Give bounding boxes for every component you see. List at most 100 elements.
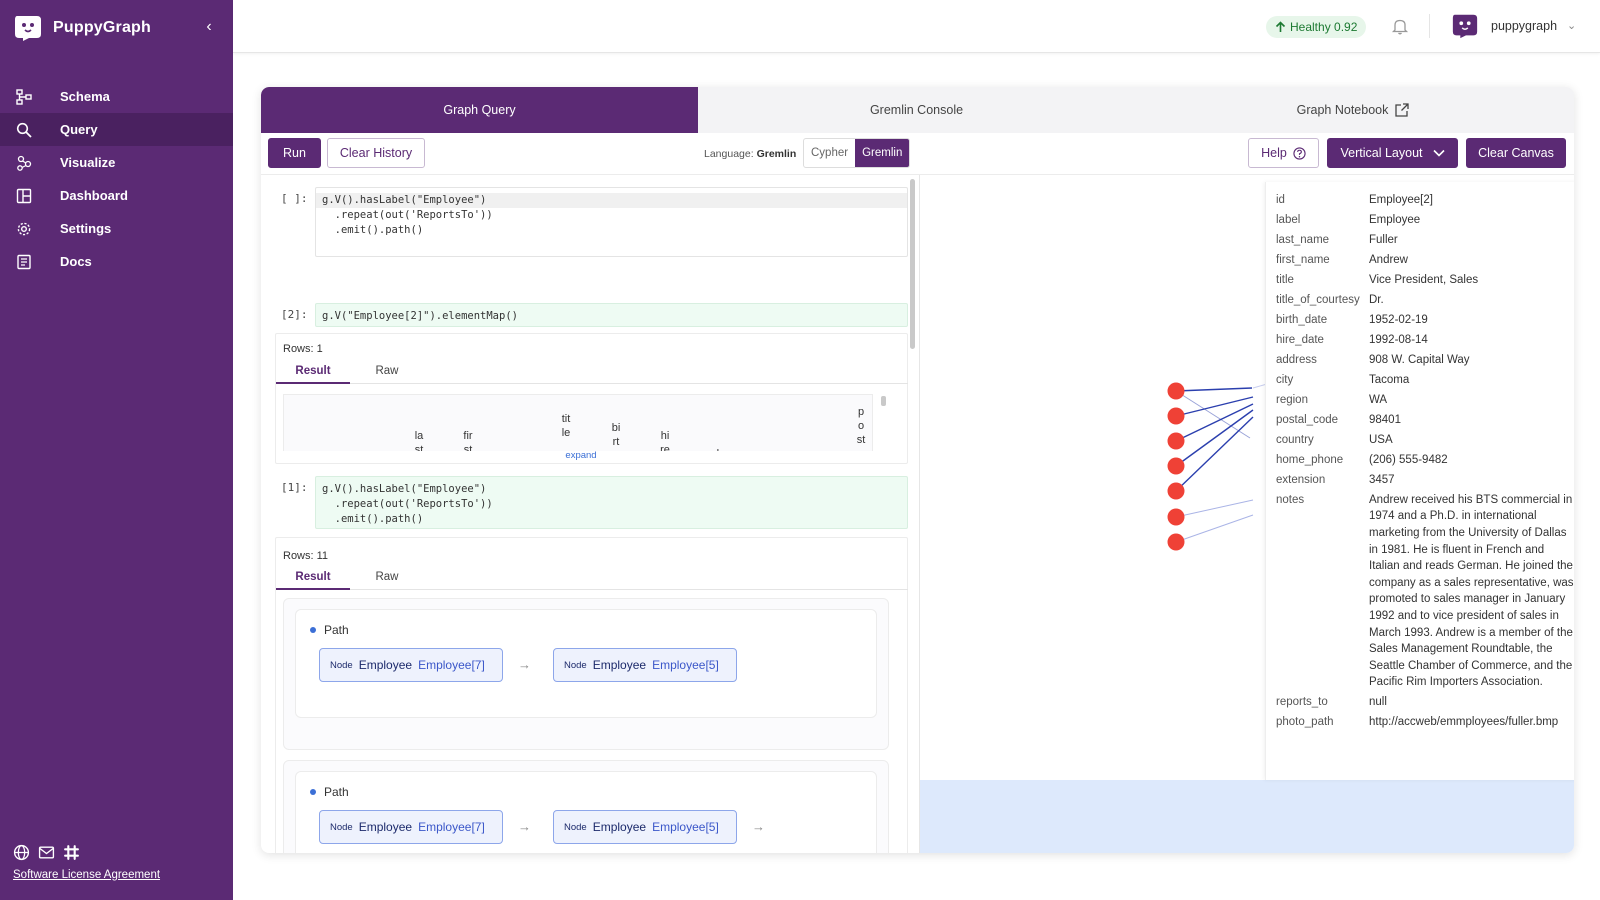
property-row: photo_path http://accweb/emmployees/fulle… bbox=[1276, 714, 1574, 731]
code-line: .repeat(out('ReportsTo')) bbox=[322, 498, 493, 510]
output-tabs: Result Raw bbox=[276, 566, 908, 590]
tab-raw[interactable]: Raw bbox=[375, 571, 399, 583]
property-key: reports_to bbox=[1276, 696, 1328, 709]
sidebar: PuppyGraph ‹ Schema Query Visualize Dash… bbox=[0, 0, 233, 900]
tab-result[interactable]: Result bbox=[276, 566, 350, 590]
sidebar-item-query[interactable]: Query bbox=[0, 113, 233, 146]
tab-label: Graph Query bbox=[443, 103, 516, 117]
code-line: .emit().path() bbox=[322, 513, 424, 525]
node-kind: Node bbox=[564, 821, 587, 833]
graph-node[interactable] bbox=[1167, 533, 1185, 551]
tab-graph-notebook[interactable]: Graph Notebook bbox=[1135, 87, 1572, 133]
property-key: photo_path bbox=[1276, 716, 1334, 729]
notebook-scrollbar[interactable] bbox=[910, 179, 915, 349]
tab-raw[interactable]: Raw bbox=[375, 365, 399, 377]
sidebar-item-label: Settings bbox=[60, 221, 112, 236]
sidebar-item-label: Dashboard bbox=[60, 188, 128, 203]
property-key: extension bbox=[1276, 473, 1326, 486]
property-value: (206) 555-9482 bbox=[1369, 453, 1448, 466]
sidebar-item-dashboard[interactable]: Dashboard bbox=[0, 179, 233, 212]
path-card: Path Node Employee Employee[7] → Node Em… bbox=[295, 609, 877, 718]
property-value: 1992-08-14 bbox=[1369, 333, 1428, 346]
run-button[interactable]: Run bbox=[268, 138, 321, 168]
bell-icon[interactable] bbox=[1391, 17, 1409, 35]
tab-gremlin-console[interactable]: Gremlin Console bbox=[698, 87, 1135, 133]
code-editor[interactable]: g.V().hasLabel("Employee") .repeat(out('… bbox=[315, 476, 908, 529]
user-name[interactable]: puppygraph bbox=[1491, 19, 1558, 33]
clear-canvas-button[interactable]: Clear Canvas bbox=[1466, 138, 1566, 168]
property-key: home_phone bbox=[1276, 453, 1344, 466]
path-label: Path bbox=[324, 623, 349, 637]
cypher-option[interactable]: Cypher bbox=[811, 147, 849, 159]
layout-dropdown[interactable]: Vertical Layout bbox=[1327, 138, 1458, 168]
mail-icon[interactable] bbox=[38, 844, 55, 861]
avatar[interactable] bbox=[1451, 12, 1479, 40]
layout-label: Vertical Layout bbox=[1340, 146, 1423, 160]
dashboard-icon bbox=[16, 188, 32, 203]
health-badge[interactable]: Healthy 0.92 bbox=[1266, 16, 1367, 38]
globe-icon[interactable] bbox=[13, 844, 30, 861]
property-row: notes Andrew received his BTS commercial … bbox=[1276, 492, 1574, 691]
language-label: Language: Gremlin bbox=[704, 148, 796, 160]
bullet-icon bbox=[310, 627, 316, 633]
node-id: Employee[7] bbox=[418, 658, 485, 672]
sidebar-item-label: Schema bbox=[60, 89, 110, 104]
brand[interactable]: PuppyGraph bbox=[13, 13, 151, 43]
node-chip[interactable]: Node Employee Employee[5] bbox=[553, 810, 737, 844]
pane-divider[interactable] bbox=[919, 175, 920, 853]
topbar-separator bbox=[1429, 14, 1430, 38]
language-label-text: Language: bbox=[704, 148, 754, 160]
property-key: city bbox=[1276, 373, 1294, 386]
property-row: label Employee bbox=[1276, 212, 1574, 229]
column-header[interactable]: p o st bbox=[856, 406, 866, 446]
chevron-down-icon bbox=[1432, 149, 1445, 157]
property-value: null bbox=[1369, 696, 1387, 709]
tab-result[interactable]: Result bbox=[276, 360, 350, 384]
property-key: hire_date bbox=[1276, 333, 1324, 346]
node-id: Employee[7] bbox=[418, 820, 485, 834]
collapse-sidebar-icon[interactable]: ‹ bbox=[206, 18, 212, 35]
expand-link[interactable]: expand bbox=[565, 450, 597, 461]
graph-node[interactable] bbox=[1167, 457, 1185, 475]
column-header[interactable]: tit le _ bbox=[561, 413, 571, 451]
cell-output: Rows: 11 Result Raw Path Node Employee E… bbox=[275, 537, 908, 853]
sidebar-item-schema[interactable]: Schema bbox=[0, 80, 233, 113]
graph-node[interactable] bbox=[1167, 382, 1185, 400]
node-chip[interactable]: Node Employee Employee[7] bbox=[319, 648, 503, 682]
license-link[interactable]: Software License Agreement bbox=[13, 869, 161, 881]
property-row: hire_date 1992-08-14 bbox=[1276, 332, 1574, 349]
property-row: last_name Fuller bbox=[1276, 232, 1574, 249]
node-label: Employee bbox=[592, 658, 647, 672]
chevron-down-icon[interactable]: ⌄ bbox=[1567, 20, 1577, 32]
help-button[interactable]: Help bbox=[1248, 138, 1319, 168]
graph-node[interactable] bbox=[1167, 432, 1185, 450]
property-key: postal_code bbox=[1276, 413, 1339, 426]
code-editor[interactable]: g.V().hasLabel("Employee") .repeat(out('… bbox=[315, 187, 908, 257]
canvas-lower-area[interactable] bbox=[920, 780, 1574, 853]
clear-history-button[interactable]: Clear History bbox=[327, 138, 425, 168]
node-chip[interactable]: Node Employee Employee[5] bbox=[553, 648, 737, 682]
row-count: Rows: 1 bbox=[283, 343, 323, 355]
graph-node[interactable] bbox=[1167, 508, 1185, 526]
sidebar-item-visualize[interactable]: Visualize bbox=[0, 146, 233, 179]
column-header[interactable]: hi re bbox=[660, 430, 670, 451]
property-value: http://accweb/emmployees/fuller.bmp bbox=[1369, 716, 1559, 729]
table-scrollbar[interactable] bbox=[881, 396, 886, 406]
node-chip[interactable]: Node Employee Employee[7] bbox=[319, 810, 503, 844]
arrow-right-icon: → bbox=[752, 819, 765, 834]
graph-node[interactable] bbox=[1167, 407, 1185, 425]
sidebar-item-settings[interactable]: Settings bbox=[0, 212, 233, 245]
column-header[interactable]: la st bbox=[414, 430, 424, 451]
sidebar-item-docs[interactable]: Docs bbox=[0, 245, 233, 278]
code-editor[interactable]: g.V("Employee[2]").elementMap() bbox=[315, 303, 908, 327]
column-header[interactable]: ad bbox=[706, 447, 720, 451]
column-header[interactable]: bi rt bbox=[611, 422, 621, 448]
graph-node[interactable] bbox=[1167, 482, 1185, 500]
gremlin-option[interactable]: Gremlin bbox=[855, 139, 910, 167]
column-header[interactable]: fir st bbox=[463, 430, 473, 451]
tab-graph-query[interactable]: Graph Query bbox=[261, 87, 698, 133]
health-text: Healthy 0.92 bbox=[1290, 20, 1358, 34]
slack-icon[interactable] bbox=[63, 844, 80, 861]
path-title: Path bbox=[310, 623, 349, 637]
property-row: city Tacoma bbox=[1276, 372, 1574, 389]
